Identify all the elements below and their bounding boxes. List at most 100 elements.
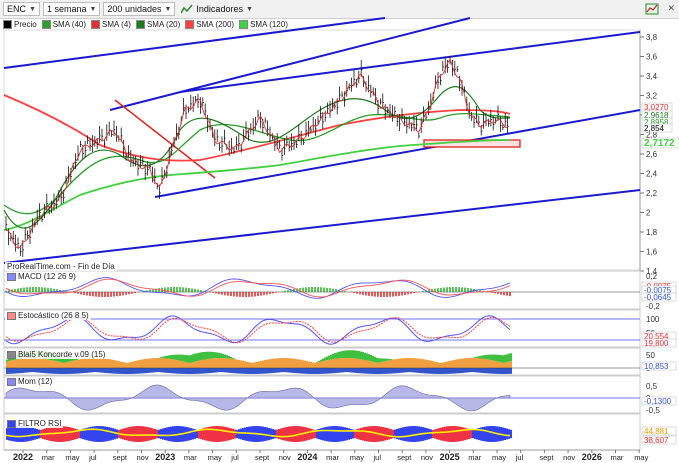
koncorde-blue <box>26 368 28 373</box>
koncorde-green <box>490 354 492 361</box>
koncorde-orange <box>488 359 490 368</box>
time-tick-label: may <box>65 453 79 462</box>
sma4-line <box>5 58 508 249</box>
koncorde-blue <box>470 368 472 373</box>
koncorde-orange <box>38 358 40 368</box>
rsi-bar <box>460 426 462 442</box>
koncorde-blue <box>362 368 364 374</box>
koncorde-blue <box>228 368 230 373</box>
koncorde-green <box>210 351 212 359</box>
rsi-bar <box>22 426 24 442</box>
koncorde-orange <box>344 358 346 368</box>
rsi-bar <box>312 429 314 439</box>
koncorde-orange <box>332 359 334 368</box>
koncorde-blue <box>214 368 216 373</box>
koncorde-blue <box>16 368 18 374</box>
legend-label: Precio <box>14 19 37 29</box>
koncorde-orange <box>498 361 500 368</box>
koncorde-orange <box>482 358 484 368</box>
koncorde-orange <box>454 359 456 368</box>
rsi-bar <box>58 426 60 442</box>
koncorde-orange <box>240 360 242 368</box>
rsi-bar <box>422 427 424 441</box>
koncorde-blue <box>92 368 94 373</box>
koncorde-orange <box>318 362 320 368</box>
koncorde-orange <box>392 359 394 368</box>
koncorde-green <box>506 354 508 363</box>
period-selector[interactable]: 1 semana ▼ <box>42 2 101 16</box>
koncorde-orange <box>192 362 194 368</box>
units-selector[interactable]: 200 unidades ▼ <box>103 2 176 16</box>
koncorde-green <box>186 355 188 363</box>
koncorde-blue <box>136 368 138 374</box>
stoch-label[interactable]: Estocástico (26 8 5) <box>5 311 91 320</box>
mom-label[interactable]: Mom (12) <box>5 377 55 386</box>
rsi-bar <box>6 428 8 440</box>
koncorde-blue <box>356 368 358 373</box>
koncorde-blue <box>330 368 332 374</box>
rsi-bar <box>88 427 90 441</box>
close-icon[interactable]: ✕ <box>667 3 675 13</box>
legend-item[interactable]: Precio <box>3 19 37 29</box>
indicators-button[interactable]: Indicadores ▼ <box>178 2 255 16</box>
chart-tools-icon[interactable] <box>645 3 659 17</box>
legend-label: SMA (4) <box>102 19 131 29</box>
rsi-bar <box>26 426 28 442</box>
koncorde-green <box>480 355 482 359</box>
rsi-bar <box>266 427 268 441</box>
koncorde-blue <box>120 368 122 374</box>
legend-item[interactable]: SMA (120) <box>239 19 288 29</box>
legend-item[interactable]: SMA (20) <box>135 19 180 29</box>
rsi-bar <box>360 427 362 441</box>
koncorde-blue <box>452 368 454 374</box>
rsi-bar <box>244 427 246 441</box>
legend-item[interactable]: SMA (4) <box>91 19 131 29</box>
koncorde-blue <box>446 368 448 374</box>
koncorde-blue <box>230 368 232 373</box>
koncorde-blue <box>246 368 248 374</box>
macd-label[interactable]: MACD (12 26 9) <box>5 272 78 281</box>
koncorde-orange <box>268 359 270 368</box>
koncorde-blue <box>250 368 252 374</box>
koncorde-blue <box>112 368 114 374</box>
koncorde-green <box>500 355 502 363</box>
koncorde-green <box>390 359 392 360</box>
rsi-bar <box>356 429 358 439</box>
koncorde-blue <box>298 368 300 374</box>
koncorde-orange <box>340 358 342 368</box>
koncorde-blue <box>462 368 464 373</box>
koncorde-blue <box>266 368 268 374</box>
rsi-bar <box>424 427 426 441</box>
rsi-bar <box>152 428 154 440</box>
koncorde-orange <box>248 362 250 368</box>
koncorde-label[interactable]: Blai5 Koncorde v.09 (15) <box>5 350 108 359</box>
koncorde-blue <box>210 368 212 373</box>
rsi-bar <box>476 428 478 440</box>
legend-item[interactable]: SMA (40) <box>41 19 86 29</box>
symbol-selector[interactable]: ENC ▼ <box>3 2 40 16</box>
rsi-bar <box>128 427 130 441</box>
price-tick-label: 2,2 <box>646 189 658 198</box>
koncorde-orange <box>134 360 136 368</box>
koncorde-orange <box>328 359 330 368</box>
koncorde-blue <box>212 368 214 373</box>
koncorde-orange <box>418 358 420 368</box>
rsi-bar <box>150 427 152 441</box>
koncorde-orange <box>346 358 348 368</box>
koncorde-blue <box>398 368 400 373</box>
panel-swatch <box>7 311 16 320</box>
sma20-line <box>3 85 511 229</box>
koncorde-orange <box>308 361 310 368</box>
koncorde-green <box>328 355 330 360</box>
time-tick-label: may <box>634 453 648 462</box>
koncorde-orange <box>82 358 84 368</box>
rsi-bar <box>184 426 186 442</box>
koncorde-orange <box>190 362 192 368</box>
koncorde-orange <box>460 358 462 368</box>
panel-tick-label: 100 <box>646 315 660 324</box>
koncorde-orange <box>260 360 262 368</box>
legend-item[interactable]: SMA (200) <box>185 19 234 29</box>
rsi-bar <box>188 427 190 441</box>
rsi-label[interactable]: FILTRO RSI <box>5 419 64 428</box>
